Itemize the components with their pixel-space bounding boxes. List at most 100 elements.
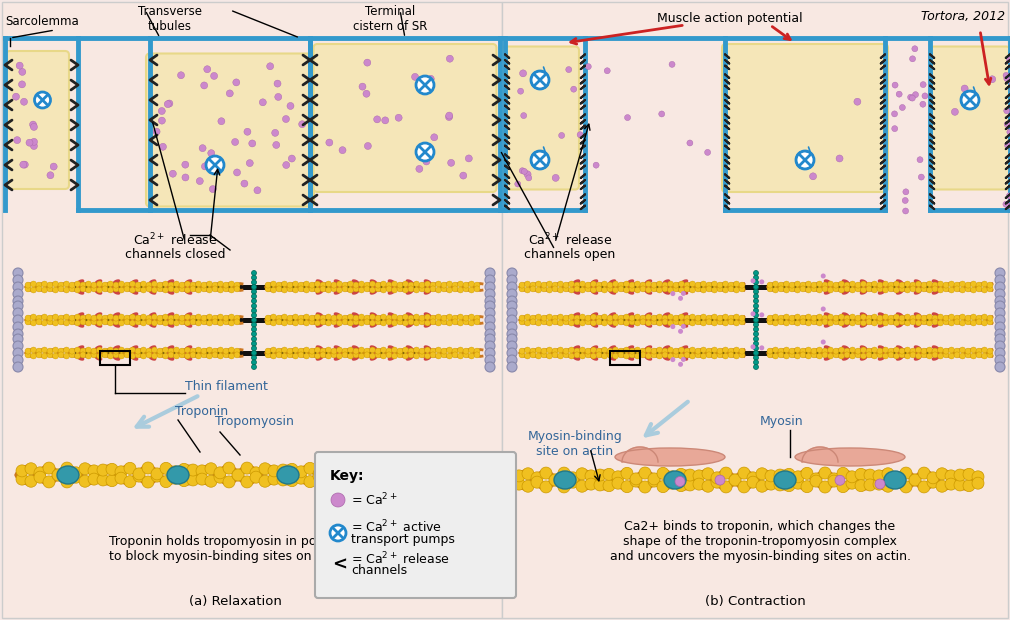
Circle shape xyxy=(739,319,745,325)
Circle shape xyxy=(376,465,388,477)
Circle shape xyxy=(717,315,723,321)
Circle shape xyxy=(684,282,690,288)
Circle shape xyxy=(607,319,613,325)
Circle shape xyxy=(711,347,717,353)
Circle shape xyxy=(30,123,37,130)
Circle shape xyxy=(640,282,646,288)
Circle shape xyxy=(701,347,707,353)
Circle shape xyxy=(427,75,434,82)
Circle shape xyxy=(541,352,547,358)
Circle shape xyxy=(102,319,108,325)
Circle shape xyxy=(282,281,288,287)
Circle shape xyxy=(541,348,547,354)
Bar xyxy=(2,2,502,618)
Circle shape xyxy=(325,347,331,353)
Circle shape xyxy=(932,319,938,325)
Circle shape xyxy=(827,320,833,326)
Circle shape xyxy=(894,287,900,293)
Circle shape xyxy=(18,81,25,88)
Circle shape xyxy=(102,286,108,292)
Circle shape xyxy=(303,353,309,359)
Circle shape xyxy=(174,347,180,353)
Circle shape xyxy=(927,472,939,484)
Circle shape xyxy=(298,315,304,321)
Circle shape xyxy=(837,480,849,493)
Circle shape xyxy=(821,306,826,311)
Circle shape xyxy=(932,315,938,321)
Circle shape xyxy=(888,282,894,288)
Circle shape xyxy=(765,478,777,490)
Circle shape xyxy=(789,352,795,358)
Circle shape xyxy=(753,332,759,337)
Circle shape xyxy=(185,314,191,320)
Circle shape xyxy=(469,287,475,293)
Circle shape xyxy=(322,476,334,488)
Circle shape xyxy=(25,319,31,325)
Circle shape xyxy=(767,315,773,321)
Circle shape xyxy=(168,315,174,321)
Circle shape xyxy=(201,352,207,358)
Circle shape xyxy=(485,362,495,372)
Circle shape xyxy=(711,476,723,488)
Ellipse shape xyxy=(167,466,189,484)
Circle shape xyxy=(314,353,320,359)
Circle shape xyxy=(69,286,75,292)
Circle shape xyxy=(909,474,921,486)
Circle shape xyxy=(228,353,234,359)
Ellipse shape xyxy=(884,471,906,489)
Circle shape xyxy=(142,476,154,488)
Circle shape xyxy=(954,352,959,358)
Circle shape xyxy=(684,286,690,292)
Circle shape xyxy=(849,320,855,326)
Circle shape xyxy=(58,319,64,325)
Circle shape xyxy=(629,348,635,354)
Circle shape xyxy=(424,353,430,359)
Circle shape xyxy=(569,287,575,293)
Circle shape xyxy=(684,469,696,481)
Circle shape xyxy=(439,463,451,475)
Circle shape xyxy=(640,286,646,292)
Circle shape xyxy=(563,315,569,321)
Circle shape xyxy=(618,282,624,288)
Circle shape xyxy=(303,281,309,287)
Circle shape xyxy=(47,282,53,288)
Circle shape xyxy=(648,473,660,485)
Circle shape xyxy=(64,314,70,320)
Circle shape xyxy=(960,281,966,287)
Circle shape xyxy=(251,275,257,280)
Circle shape xyxy=(733,353,739,359)
Circle shape xyxy=(408,319,414,325)
Circle shape xyxy=(392,320,398,326)
Bar xyxy=(75,285,433,290)
Circle shape xyxy=(408,315,414,321)
Circle shape xyxy=(894,314,900,320)
Circle shape xyxy=(403,476,415,488)
Circle shape xyxy=(558,314,564,320)
Circle shape xyxy=(251,355,257,360)
Circle shape xyxy=(196,347,202,353)
Circle shape xyxy=(309,286,315,292)
Circle shape xyxy=(937,281,943,287)
Circle shape xyxy=(152,281,158,287)
Circle shape xyxy=(485,275,495,285)
Circle shape xyxy=(314,281,320,287)
Circle shape xyxy=(522,480,534,492)
Circle shape xyxy=(267,63,274,70)
Circle shape xyxy=(563,282,569,288)
Circle shape xyxy=(541,282,547,288)
Circle shape xyxy=(41,353,47,359)
Circle shape xyxy=(524,347,530,353)
Circle shape xyxy=(80,315,86,321)
Circle shape xyxy=(485,329,495,339)
Circle shape xyxy=(347,314,354,320)
Circle shape xyxy=(623,314,629,320)
Circle shape xyxy=(445,113,452,120)
Circle shape xyxy=(212,315,218,321)
Circle shape xyxy=(430,286,436,292)
Circle shape xyxy=(717,348,723,354)
Circle shape xyxy=(304,463,316,474)
Circle shape xyxy=(927,476,939,488)
Circle shape xyxy=(706,319,712,325)
Text: Ca2+ binds to troponin, which changes the
shape of the troponin-tropomyosin comp: Ca2+ binds to troponin, which changes th… xyxy=(609,520,910,563)
Circle shape xyxy=(97,320,102,326)
